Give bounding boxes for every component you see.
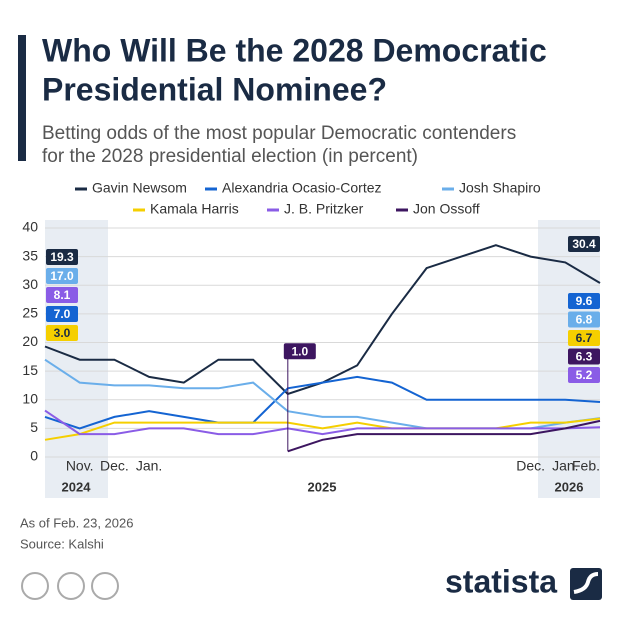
y-tick-label: 10 — [22, 390, 38, 406]
series-line — [44, 358, 601, 430]
value-label: 6.3 — [576, 350, 593, 364]
series-line — [287, 419, 601, 453]
chart-title: Presidential Nominee? — [42, 71, 387, 107]
value-label-box — [46, 325, 78, 341]
value-label-box — [568, 236, 600, 252]
brand-icon-wave — [573, 572, 599, 594]
value-label-box — [46, 287, 78, 303]
value-label-box — [568, 293, 600, 309]
license-icons — [21, 572, 119, 600]
y-tick-label: 5 — [30, 419, 38, 435]
value-label-box — [568, 348, 600, 365]
legend-label: Josh Shapiro — [459, 180, 541, 196]
x-year-label: 2026 — [555, 479, 584, 494]
x-tick-label: Feb. — [572, 458, 600, 474]
chart-title: Who Will Be the 2028 Democratic — [42, 32, 547, 68]
x-tick-label: Jan. — [136, 458, 162, 474]
value-label: 19.3 — [50, 250, 74, 264]
value-label: 6.7 — [576, 331, 593, 345]
value-label: 8.1 — [54, 288, 71, 302]
legend-label: Gavin Newsom — [92, 180, 187, 196]
value-label-box — [46, 249, 78, 265]
x-year-label: 2025 — [308, 479, 337, 494]
y-tick-label: 15 — [22, 362, 38, 378]
value-label-box — [46, 268, 78, 284]
chart-subtitle: for the 2028 presidential election (in p… — [42, 146, 418, 167]
value-label-box — [568, 367, 600, 383]
x-tick-label: Jan. — [552, 458, 578, 474]
series-line — [44, 244, 601, 396]
legend-label: Jon Ossoff — [413, 201, 480, 217]
x-tick-label: Nov. — [66, 458, 94, 474]
value-label-box — [46, 306, 78, 322]
value-label-box — [283, 343, 316, 360]
x-year-label: 2024 — [62, 479, 92, 494]
y-tick-label: 40 — [22, 219, 38, 235]
value-label: 6.8 — [576, 313, 593, 327]
value-label: 5.2 — [576, 368, 593, 382]
value-label: 7.0 — [54, 307, 71, 321]
value-label: 3.0 — [54, 326, 71, 340]
value-label: 1.0 — [291, 344, 308, 358]
x-tick-label: Dec. — [100, 458, 129, 474]
value-label: 17.0 — [50, 269, 74, 283]
y-tick-label: 0 — [30, 448, 38, 464]
source: Source: Kalshi — [20, 536, 104, 551]
value-label-box — [568, 311, 600, 328]
chart-subtitle: Betting odds of the most popular Democra… — [42, 123, 516, 144]
series-line — [44, 409, 601, 436]
brand: statista — [445, 563, 557, 599]
value-label-box — [568, 330, 600, 346]
y-tick-label: 30 — [22, 276, 38, 292]
value-label: 9.6 — [576, 294, 593, 308]
series-line — [44, 375, 601, 430]
title-bar — [18, 35, 26, 161]
y-tick-label: 25 — [22, 305, 38, 321]
series-line — [44, 417, 601, 441]
y-tick-label: 20 — [22, 333, 38, 349]
legend-label: J. B. Pritzker — [284, 201, 364, 217]
x-tick-label: Dec. — [516, 458, 545, 474]
note: As of Feb. 23, 2026 — [20, 515, 133, 530]
value-label: 30.4 — [572, 237, 596, 251]
legend-label: Alexandria Ocasio-Cortez — [222, 180, 382, 196]
y-tick-label: 35 — [22, 247, 38, 263]
legend-label: Kamala Harris — [150, 201, 239, 217]
